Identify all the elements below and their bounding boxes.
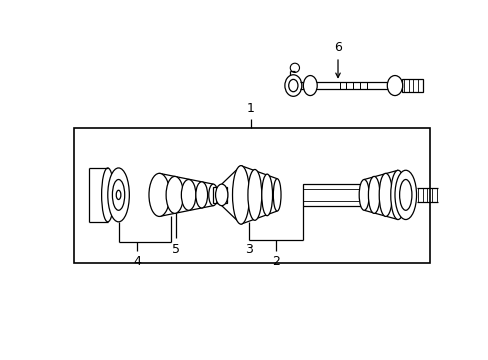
- Ellipse shape: [367, 176, 379, 213]
- Ellipse shape: [288, 80, 297, 92]
- Ellipse shape: [195, 182, 207, 208]
- Bar: [213, 187, 226, 203]
- Ellipse shape: [107, 168, 129, 222]
- Bar: [74, 128, 429, 263]
- Ellipse shape: [359, 180, 368, 210]
- Text: 3: 3: [244, 243, 252, 256]
- Text: 4: 4: [133, 255, 141, 268]
- Ellipse shape: [112, 180, 124, 210]
- Text: 6: 6: [333, 41, 341, 54]
- Ellipse shape: [181, 180, 196, 210]
- Ellipse shape: [102, 168, 114, 222]
- Ellipse shape: [290, 63, 299, 72]
- Ellipse shape: [215, 184, 227, 206]
- Ellipse shape: [232, 166, 249, 224]
- Ellipse shape: [247, 170, 261, 220]
- Text: 1: 1: [246, 102, 254, 115]
- Ellipse shape: [116, 190, 121, 199]
- Ellipse shape: [208, 184, 217, 206]
- Ellipse shape: [399, 180, 411, 210]
- Ellipse shape: [386, 76, 402, 95]
- Ellipse shape: [149, 173, 169, 216]
- Ellipse shape: [285, 75, 301, 96]
- Bar: [302, 184, 366, 206]
- Ellipse shape: [390, 170, 405, 220]
- Ellipse shape: [261, 174, 272, 216]
- Text: 5: 5: [172, 243, 180, 256]
- Ellipse shape: [303, 76, 317, 95]
- Ellipse shape: [378, 173, 391, 216]
- Ellipse shape: [166, 176, 183, 213]
- Ellipse shape: [273, 179, 281, 211]
- Text: 2: 2: [271, 255, 279, 268]
- Ellipse shape: [394, 170, 416, 220]
- Bar: [401, 80, 423, 92]
